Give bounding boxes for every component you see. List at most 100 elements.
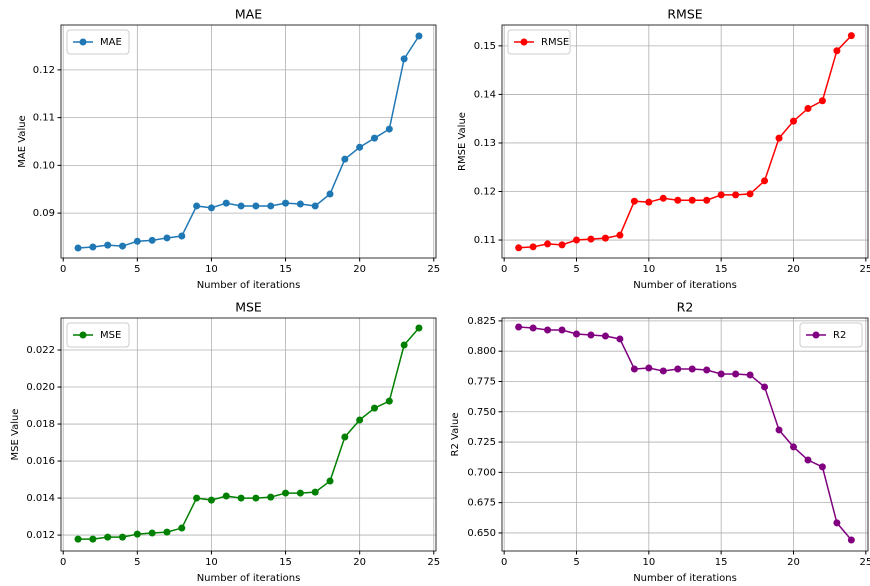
- legend-box: [66, 29, 130, 55]
- axes-frame: [501, 24, 869, 259]
- data-point: [311, 202, 319, 210]
- y-tick-label: 0.700: [467, 467, 496, 478]
- y-axis-label: MSE Value: [10, 409, 21, 461]
- data-point: [833, 47, 841, 55]
- y-tick-label: 0.12: [474, 186, 496, 197]
- data-point: [89, 243, 97, 251]
- data-point: [688, 196, 696, 204]
- data-point: [717, 191, 725, 199]
- data-point: [311, 488, 319, 496]
- data-point: [326, 190, 334, 198]
- series-line: [77, 35, 420, 249]
- legend-label: R2: [833, 330, 846, 341]
- data-point: [761, 383, 769, 391]
- data-point: [415, 324, 423, 332]
- data-point: [400, 55, 408, 63]
- x-tick-label: 20: [787, 557, 800, 568]
- legend-label: RMSE: [541, 37, 569, 48]
- data-point: [732, 191, 740, 199]
- data-point: [688, 365, 696, 373]
- data-point: [133, 530, 141, 538]
- y-tick-label: 0.016: [26, 456, 55, 467]
- y-tick-label: 0.11: [33, 113, 55, 124]
- y-tick-label: 0.675: [467, 498, 496, 509]
- data-point: [133, 237, 141, 245]
- axes-frame: [60, 317, 437, 552]
- data-point: [163, 234, 171, 242]
- data-point: [148, 236, 156, 244]
- legend-marker: [79, 331, 87, 339]
- y-tick-label: 0.022: [26, 345, 55, 356]
- data-point: [193, 202, 201, 210]
- legend-box: [66, 322, 130, 348]
- data-point: [659, 367, 667, 375]
- y-tick-label: 0.725: [467, 437, 496, 448]
- x-axis-label: Number of iterations: [197, 573, 301, 584]
- x-tick-label: 15: [279, 264, 292, 275]
- data-point: [746, 190, 754, 198]
- data-point: [630, 365, 638, 373]
- series-line: [518, 35, 852, 249]
- x-tick-label: 5: [134, 264, 140, 275]
- axes-frame: [501, 317, 869, 552]
- x-tick-label: 10: [205, 557, 218, 568]
- data-point: [237, 202, 245, 210]
- data-point: [703, 366, 711, 374]
- data-point: [119, 242, 127, 250]
- data-point: [659, 194, 667, 202]
- x-axis-label: Number of iterations: [197, 280, 301, 291]
- data-point: [616, 335, 624, 343]
- data-point: [326, 477, 334, 485]
- data-point: [282, 199, 290, 207]
- data-point: [370, 404, 378, 412]
- data-point: [544, 326, 552, 334]
- y-tick-label: 0.09: [33, 208, 55, 219]
- data-point: [847, 536, 855, 544]
- data-point: [529, 243, 537, 251]
- x-tick-label: 15: [715, 557, 728, 568]
- data-point: [341, 155, 349, 163]
- data-point: [267, 493, 275, 501]
- x-tick-label: 5: [573, 557, 579, 568]
- data-point: [775, 426, 783, 434]
- y-tick-label: 0.12: [33, 65, 55, 76]
- x-tick-label: 0: [501, 264, 507, 275]
- data-point: [818, 97, 826, 105]
- data-point: [818, 463, 826, 471]
- data-point: [74, 535, 82, 543]
- data-point: [207, 496, 215, 504]
- x-tick-label: 0: [60, 264, 66, 275]
- data-point: [193, 494, 201, 502]
- data-point: [356, 143, 364, 151]
- x-tick-label: 25: [859, 557, 870, 568]
- x-tick-label: 0: [501, 557, 507, 568]
- data-point: [674, 196, 682, 204]
- y-tick-label: 0.750: [467, 407, 496, 418]
- y-tick-label: 0.13: [474, 138, 496, 149]
- data-point: [544, 240, 552, 248]
- data-point: [746, 371, 754, 379]
- y-tick-label: 0.650: [467, 528, 496, 539]
- x-tick-label: 20: [353, 557, 366, 568]
- data-point: [761, 177, 769, 185]
- y-tick-label: 0.020: [26, 382, 55, 393]
- data-point: [356, 416, 364, 424]
- data-point: [415, 32, 423, 40]
- data-point: [732, 370, 740, 378]
- data-point: [104, 241, 112, 249]
- data-point: [296, 200, 304, 208]
- data-point: [237, 494, 245, 502]
- x-tick-label: 15: [715, 264, 728, 275]
- data-point: [645, 198, 653, 206]
- data-point: [573, 236, 581, 244]
- x-tick-label: 20: [353, 264, 366, 275]
- data-point: [804, 104, 812, 112]
- data-point: [163, 528, 171, 536]
- x-tick-label: 25: [859, 264, 870, 275]
- data-point: [775, 134, 783, 142]
- legend-box: [507, 29, 571, 55]
- y-tick-label: 0.10: [33, 160, 55, 171]
- data-point: [789, 117, 797, 125]
- legend-marker: [812, 331, 820, 339]
